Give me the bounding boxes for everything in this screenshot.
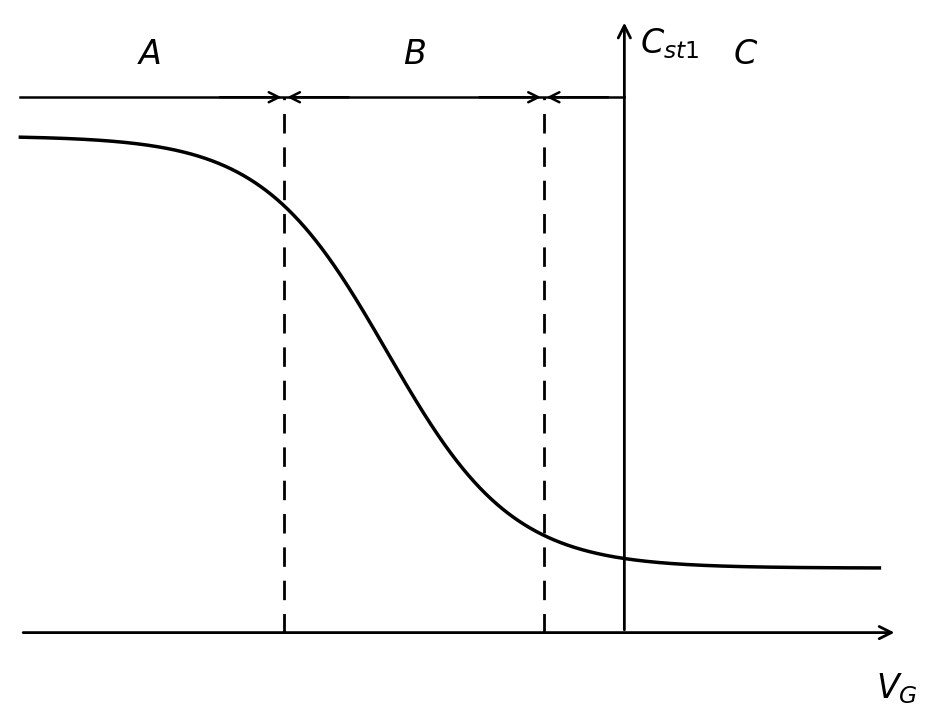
Text: C: C — [733, 38, 757, 72]
Text: A: A — [139, 38, 161, 72]
Text: B: B — [403, 38, 426, 72]
Text: $V_G$: $V_G$ — [876, 671, 919, 706]
Text: $C_{st1}$: $C_{st1}$ — [640, 26, 699, 61]
